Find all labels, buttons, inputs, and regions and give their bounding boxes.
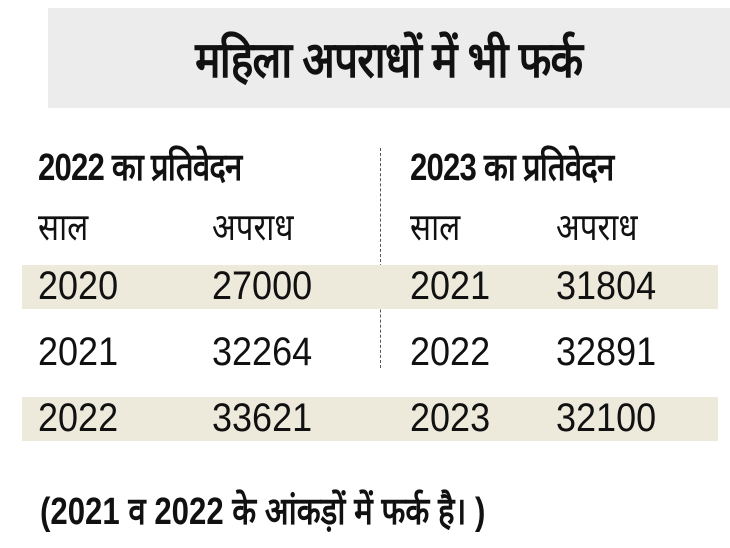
crime-cell: 32264 — [212, 330, 313, 374]
year-cell: 2022 — [38, 396, 119, 440]
col-header-crimes: अपराध — [556, 207, 638, 249]
year-cell: 2021 — [410, 264, 491, 308]
column-divider — [380, 148, 381, 368]
page-title: महिला अपराधों में भी फर्क — [195, 32, 583, 88]
crime-cell: 27000 — [212, 264, 313, 308]
col-header-year: साल — [38, 207, 89, 249]
year-cell: 2023 — [410, 396, 491, 440]
crime-cell: 32891 — [556, 330, 657, 374]
crime-cell: 31804 — [556, 264, 657, 308]
year-cell: 2021 — [38, 330, 119, 374]
year-cell: 2020 — [38, 264, 119, 308]
report-2023-heading: 2023 का प्रतिवेदन — [410, 147, 614, 189]
year-cell: 2022 — [410, 330, 491, 374]
row-band-3 — [22, 397, 718, 441]
col-header-crimes: अपराध — [212, 207, 294, 249]
footnote: (2021 व 2022 के आंकड़ों में फर्क है। ) — [40, 491, 486, 533]
crime-cell: 32100 — [556, 396, 657, 440]
title-box: महिला अपराधों में भी फर्क — [48, 8, 730, 108]
crime-cell: 33621 — [212, 396, 313, 440]
col-header-year: साल — [410, 207, 461, 249]
report-2022-heading: 2022 का प्रतिवेदन — [38, 147, 242, 189]
row-band-1 — [22, 265, 718, 309]
